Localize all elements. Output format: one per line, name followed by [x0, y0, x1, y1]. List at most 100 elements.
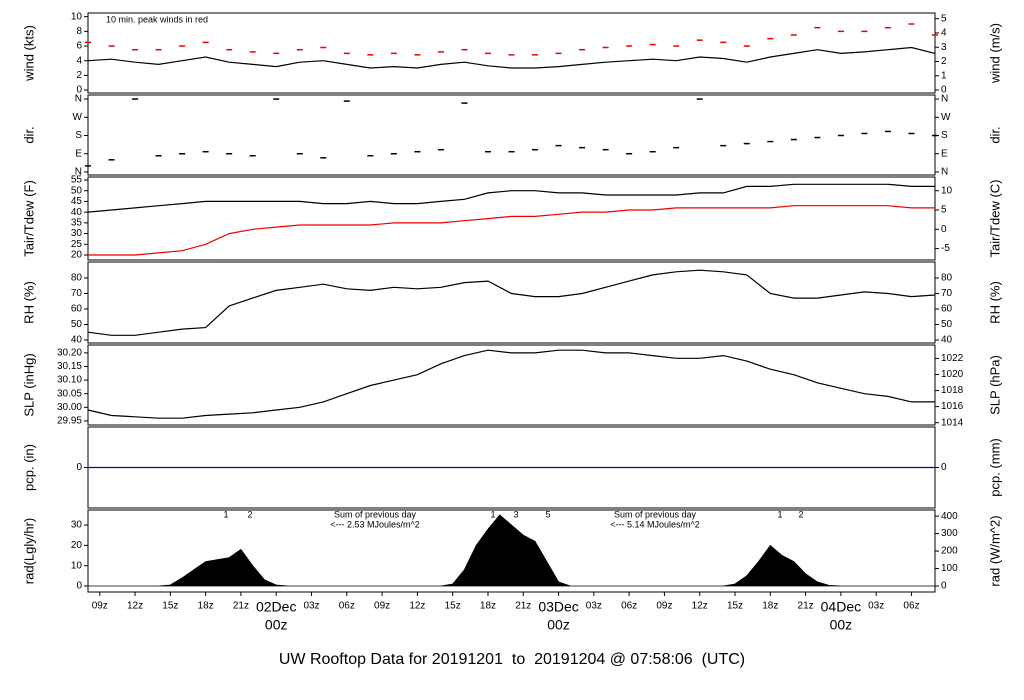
y-tick-label: 8	[76, 26, 82, 37]
x-tick-label: 06z	[621, 601, 637, 612]
data-line	[87, 183, 935, 213]
y2-tick-label: -5	[941, 243, 950, 254]
y-tick-label: 30.00	[57, 402, 82, 413]
day-label: 02Dec	[256, 599, 296, 615]
y2-axis-label: dir.	[987, 126, 1002, 143]
y2-tick-label: 0	[941, 581, 947, 592]
y-tick-label: 25	[71, 239, 83, 250]
annotation: Sum of previous day	[614, 509, 697, 519]
y2-tick-label: 0	[941, 85, 947, 96]
y-tick-label: 6	[76, 41, 82, 52]
y-axis-label: RH (%)	[21, 281, 36, 324]
x-tick-label: 00z	[265, 617, 288, 633]
y2-tick-label: 5	[941, 13, 947, 24]
y-tick-label: 60	[71, 304, 83, 315]
annotation: 1	[223, 509, 228, 519]
y-tick-label: 50	[71, 185, 83, 196]
y2-tick-label: N	[941, 167, 948, 178]
y-axis-label: pcp. (in)	[21, 444, 36, 491]
y2-tick-label: 2	[941, 56, 947, 67]
y-tick-label: 10	[71, 11, 83, 22]
x-tick-label: 00z	[830, 617, 853, 633]
data-line	[88, 205, 935, 256]
x-tick-label: 18z	[480, 601, 496, 612]
x-tick-label: 12z	[127, 601, 143, 612]
y2-tick-label: 40	[941, 335, 953, 346]
y-tick-label: 30.05	[57, 388, 82, 399]
y-axis-label: SLP (inHg)	[21, 353, 36, 416]
y-tick-label: 0	[76, 581, 82, 592]
y-tick-label: 45	[71, 196, 83, 207]
y2-tick-label: 70	[941, 288, 953, 299]
x-tick-label: 21z	[233, 601, 249, 612]
y2-axis-label: wind (m/s)	[987, 23, 1002, 84]
y-tick-label: 20	[71, 250, 83, 261]
y2-tick-label: E	[941, 148, 948, 159]
y-axis-label: wind (kts)	[21, 25, 36, 82]
y2-tick-label: 1014	[941, 417, 964, 428]
x-tick-label: 12z	[409, 601, 425, 612]
y2-tick-label: 50	[941, 319, 953, 330]
y-tick-label: 10	[71, 560, 83, 571]
data-line	[87, 46, 936, 69]
day-label: 04Dec	[821, 599, 861, 615]
y-tick-label: 0	[76, 85, 82, 96]
y2-tick-label: 1020	[941, 369, 964, 380]
y2-tick-label: 5	[941, 205, 947, 216]
y-tick-label: 55	[71, 175, 83, 186]
panel-frame	[87, 176, 936, 261]
y-tick-label: 80	[71, 273, 83, 284]
x-tick-label: 18z	[762, 601, 778, 612]
data-line	[87, 269, 936, 336]
annotation: Sum of previous day	[334, 509, 417, 519]
annotation: 2	[798, 509, 803, 519]
y2-tick-label: 60	[941, 304, 953, 315]
y-axis-label: dir.	[21, 126, 36, 143]
annotation: 1	[777, 509, 782, 519]
x-tick-label: 15z	[727, 601, 743, 612]
y-tick-label: 29.95	[57, 416, 82, 427]
y-tick-label: 40	[71, 207, 83, 218]
data-area	[88, 514, 935, 587]
y2-tick-label: 1	[941, 70, 947, 81]
y-tick-label: 30.15	[57, 361, 82, 372]
y2-axis-label: rad (W/m^2)	[987, 515, 1002, 586]
y-axis-label: Tair/Tdew (F)	[21, 180, 36, 257]
y-tick-label: 20	[71, 540, 83, 551]
y-tick-label: 0	[76, 462, 82, 473]
annotation: 1	[490, 509, 495, 519]
y2-tick-label: 300	[941, 528, 958, 539]
annotation: <--- 5.14 MJoules/m^2	[610, 519, 700, 529]
y-tick-label: 30.10	[57, 375, 82, 386]
y-tick-label: 30	[71, 520, 83, 531]
x-tick-label: 09z	[374, 601, 390, 612]
y2-tick-label: 200	[941, 546, 958, 557]
y2-tick-label: S	[941, 130, 948, 141]
x-tick-label: 09z	[92, 601, 108, 612]
y2-tick-label: 4	[941, 28, 947, 39]
y2-tick-label: 100	[941, 563, 958, 574]
y2-tick-label: 10	[941, 185, 953, 196]
x-tick-label: 18z	[198, 601, 214, 612]
y2-tick-label: 0	[941, 224, 947, 235]
annotation: 2	[247, 509, 252, 519]
chart-title: UW Rooftop Data for 20191201 to 20191204…	[279, 651, 745, 668]
y-tick-label: 2	[76, 70, 82, 81]
y2-tick-label: 400	[941, 511, 958, 522]
y2-tick-label: 1016	[941, 401, 964, 412]
x-tick-label: 21z	[798, 601, 814, 612]
y-tick-label: W	[73, 112, 83, 123]
x-tick-label: 03z	[586, 601, 602, 612]
x-tick-label: 15z	[445, 601, 461, 612]
y-tick-label: 30.20	[57, 348, 82, 359]
x-tick-label: 03z	[303, 601, 319, 612]
y2-tick-label: 1018	[941, 385, 964, 396]
y2-tick-label: 0	[941, 462, 947, 473]
y-tick-label: S	[75, 130, 82, 141]
y-axis-label: rad(Lgly/hr)	[21, 518, 36, 584]
y-tick-label: 30	[71, 228, 83, 239]
y2-axis-label: Tair/Tdew (C)	[987, 179, 1002, 257]
y2-tick-label: 80	[941, 273, 953, 284]
annotation: <--- 2.53 MJoules/m^2	[330, 519, 420, 529]
